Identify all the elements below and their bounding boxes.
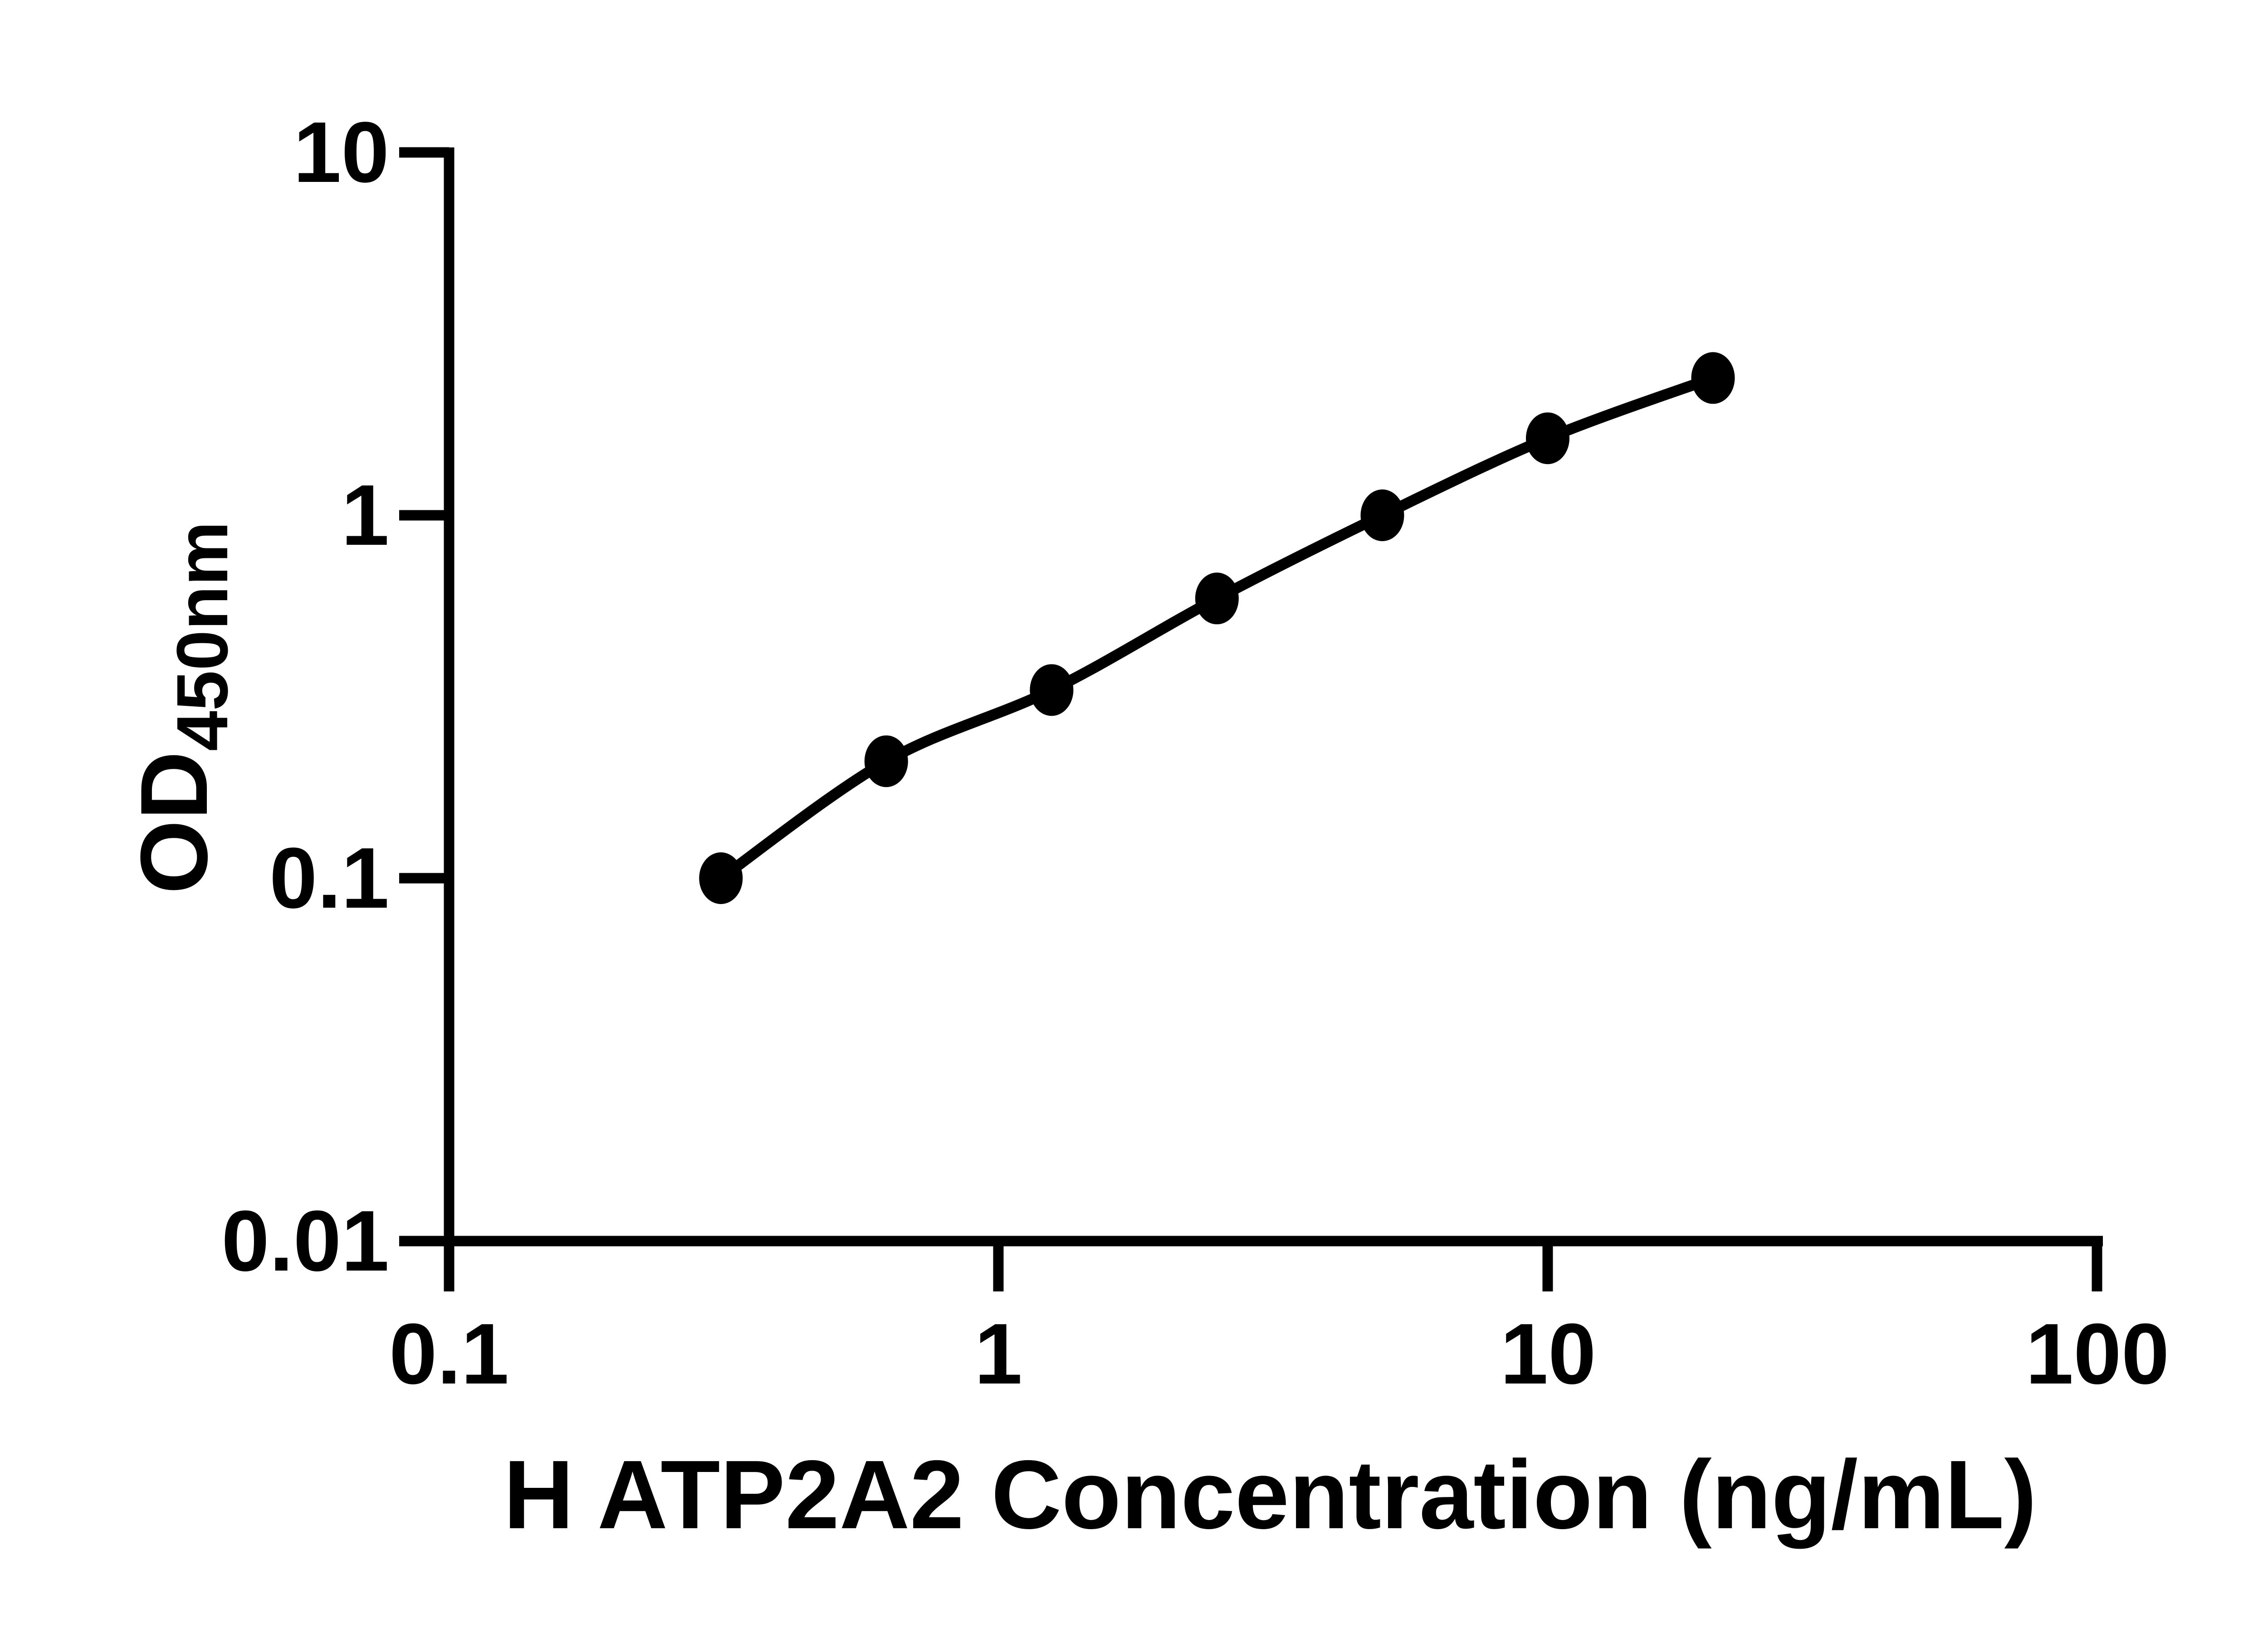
x-tick-label-100: 100 bbox=[2025, 1306, 2170, 1402]
x-axis-title: H ATP2A2 Concentration (ng/mL) bbox=[503, 1440, 2037, 1549]
x-tick-label-1: 1 bbox=[974, 1306, 1022, 1402]
data-point-marker bbox=[864, 735, 908, 787]
axes-and-ticks bbox=[399, 147, 2103, 1291]
data-point-marker bbox=[1691, 352, 1735, 404]
y-tick-label-1: 1 bbox=[341, 467, 389, 563]
y-axis-title-subscript: 450nm bbox=[161, 521, 243, 751]
y-tick-label-0.01: 0.01 bbox=[221, 1193, 389, 1289]
x-tick-label-0.1: 0.1 bbox=[389, 1306, 509, 1402]
x-tick-label-10: 10 bbox=[1500, 1306, 1596, 1402]
y-tick-label-10: 10 bbox=[293, 104, 389, 200]
data-point-marker bbox=[699, 852, 743, 904]
data-point-marker bbox=[1360, 489, 1404, 541]
data-point-marker bbox=[1526, 412, 1569, 464]
y-tick-label-0.1: 0.1 bbox=[269, 830, 389, 926]
data-point-marker bbox=[1030, 664, 1074, 716]
y-axis-title: OD450nm bbox=[120, 521, 257, 894]
y-axis-title-main: OD bbox=[121, 751, 227, 894]
data-point-marker bbox=[1195, 572, 1239, 625]
